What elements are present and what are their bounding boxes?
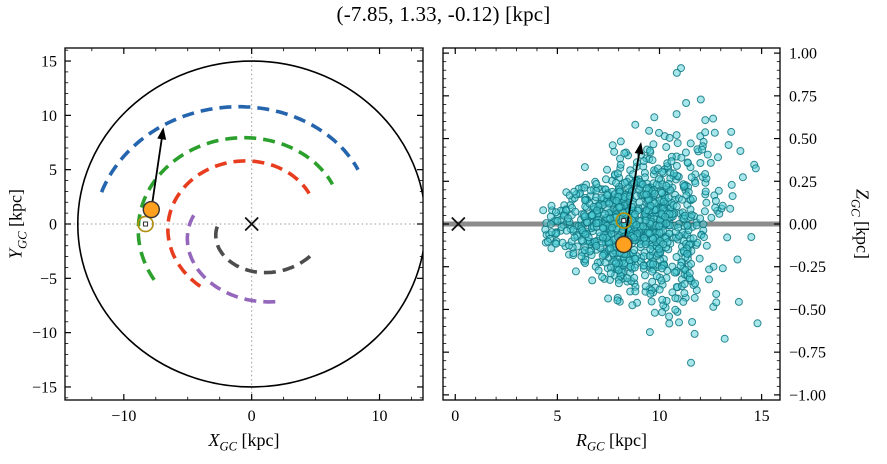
y-tick-label: −1.00 (789, 387, 826, 404)
x-axis-label-xy: XGC [kpc] (65, 430, 423, 455)
y-tick-label: −10 (32, 325, 57, 342)
y-tick-label: 0.50 (789, 131, 817, 148)
rz-plane-panel: 0 5 10 15 1.00 0.75 0.50 0.25 0.00 −0.25 −0.50 −0.7… (442, 46, 826, 425)
target-object-marker (142, 200, 161, 219)
spiral-arm-purple (185, 214, 277, 304)
axis-subscript: GC (587, 439, 605, 454)
galactic-center-x-marker (451, 216, 466, 232)
galactic-center-x-marker (244, 216, 259, 232)
galactocentric-xy-plot-area (65, 48, 423, 400)
y-tick-label: −15 (32, 379, 57, 396)
velocity-arrow (150, 127, 167, 210)
y-tick-label: 0 (49, 217, 57, 234)
axis-ticks (443, 48, 780, 400)
axis-unit: [kpc] (604, 430, 647, 450)
y-axis-label-rz: ZGC [kpc] (848, 189, 873, 259)
y-tick-label: 15 (41, 54, 57, 71)
axis-symbol: X (208, 430, 220, 450)
y-tick-label: −0.25 (789, 259, 826, 276)
axis-unit: [kpc] (852, 216, 873, 259)
figure-title: (-7.85, 1.33, -0.12) [kpc] (336, 2, 551, 26)
target-object-marker (615, 235, 633, 254)
sun-marker (137, 215, 154, 233)
axes-frame (64, 47, 424, 401)
xy-plane-panel: −10 0 10 15 10 5 0 −5 −10 −15 (32, 47, 424, 425)
axis-symbol: Y (5, 248, 26, 259)
y-axis-label-xy: YGC [kpc] (6, 189, 31, 259)
axis-symbol: Z (852, 189, 873, 200)
y-tick-label: 0.00 (789, 217, 817, 234)
axis-ticks (65, 48, 423, 400)
axis-symbol: R (576, 430, 587, 450)
spiral-arm-green (136, 135, 335, 281)
axis-subscript: GC (15, 231, 30, 249)
star-sample-scatter-points (539, 64, 762, 367)
velocity-arrow (622, 141, 644, 245)
y-tick-label: 0.25 (789, 174, 817, 191)
y-tick-label: −0.75 (789, 345, 826, 362)
spiral-arm-blue (99, 104, 360, 193)
y-tick-label: 5 (49, 162, 57, 179)
x-tick-label: 0 (248, 408, 256, 425)
axis-subscript: GC (219, 439, 238, 454)
x-tick-label: −10 (111, 408, 136, 425)
axis-unit: [kpc] (237, 430, 280, 450)
galactocentric-rz-plot-area (443, 64, 780, 367)
axis-unit: [kpc] (5, 189, 26, 232)
spiral-arm-red (166, 159, 311, 288)
spiral-arm-gray (214, 225, 314, 275)
y-tick-label: −0.50 (789, 302, 826, 319)
sun-marker (615, 212, 633, 229)
x-tick-label: 0 (451, 408, 459, 425)
y-tick-label: 0.75 (789, 88, 817, 105)
galaxy-boundary-circle (77, 60, 423, 388)
y-tick-label: 10 (41, 108, 57, 125)
y-tick-label: 1.00 (789, 46, 817, 63)
x-tick-label: 5 (553, 408, 561, 425)
y-tick-label: −5 (40, 271, 57, 288)
x-axis-label-rz: RGC [kpc] (443, 430, 780, 455)
tick-labels: −10 0 10 15 10 5 0 −5 −10 −15 (32, 54, 388, 425)
x-tick-label: 10 (651, 408, 667, 425)
x-tick-label: 15 (754, 408, 770, 425)
axis-subscript: GC (848, 199, 863, 217)
x-tick-label: 10 (372, 408, 388, 425)
tick-labels: 0 5 10 15 1.00 0.75 0.50 0.25 0.00 −0.25 −0.50 −0.7… (451, 46, 826, 425)
